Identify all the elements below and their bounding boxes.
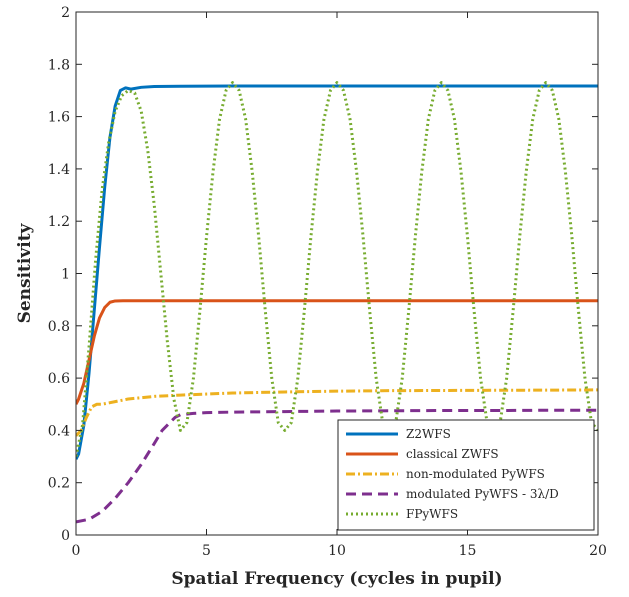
x-tick-label: 15 [459, 543, 477, 559]
y-tick-label: 1.2 [48, 214, 70, 230]
y-tick-label: 1.6 [48, 110, 70, 126]
y-tick-label: 0.4 [48, 423, 70, 439]
y-tick-label: 0.2 [48, 476, 70, 492]
x-tick-label: 20 [589, 543, 607, 559]
x-tick-label: 5 [202, 543, 211, 559]
legend-entry: FPyWFS [406, 507, 458, 521]
legend-entry: modulated PyWFS - 3λ/D [406, 487, 559, 501]
y-tick-label: 0.6 [48, 371, 70, 387]
y-axis-label: Sensitivity [15, 222, 35, 323]
legend-entry: Z2WFS [406, 427, 451, 441]
x-tick-label: 0 [72, 543, 81, 559]
y-tick-label: 1 [61, 267, 70, 283]
y-tick-label: 1.4 [48, 162, 70, 178]
x-axis-label: Spatial Frequency (cycles in pupil) [171, 569, 502, 589]
y-tick-label: 1.8 [48, 57, 70, 73]
x-tick-label: 10 [328, 543, 346, 559]
y-tick-label: 2 [61, 5, 70, 21]
y-tick-label: 0.8 [48, 319, 70, 335]
legend: Z2WFS classical ZWFS non-modulated PyWFS mo… [338, 420, 594, 530]
y-tick-label: 0 [61, 528, 70, 544]
legend-entry: classical ZWFS [406, 447, 499, 461]
legend-entry: non-modulated PyWFS [406, 467, 545, 481]
